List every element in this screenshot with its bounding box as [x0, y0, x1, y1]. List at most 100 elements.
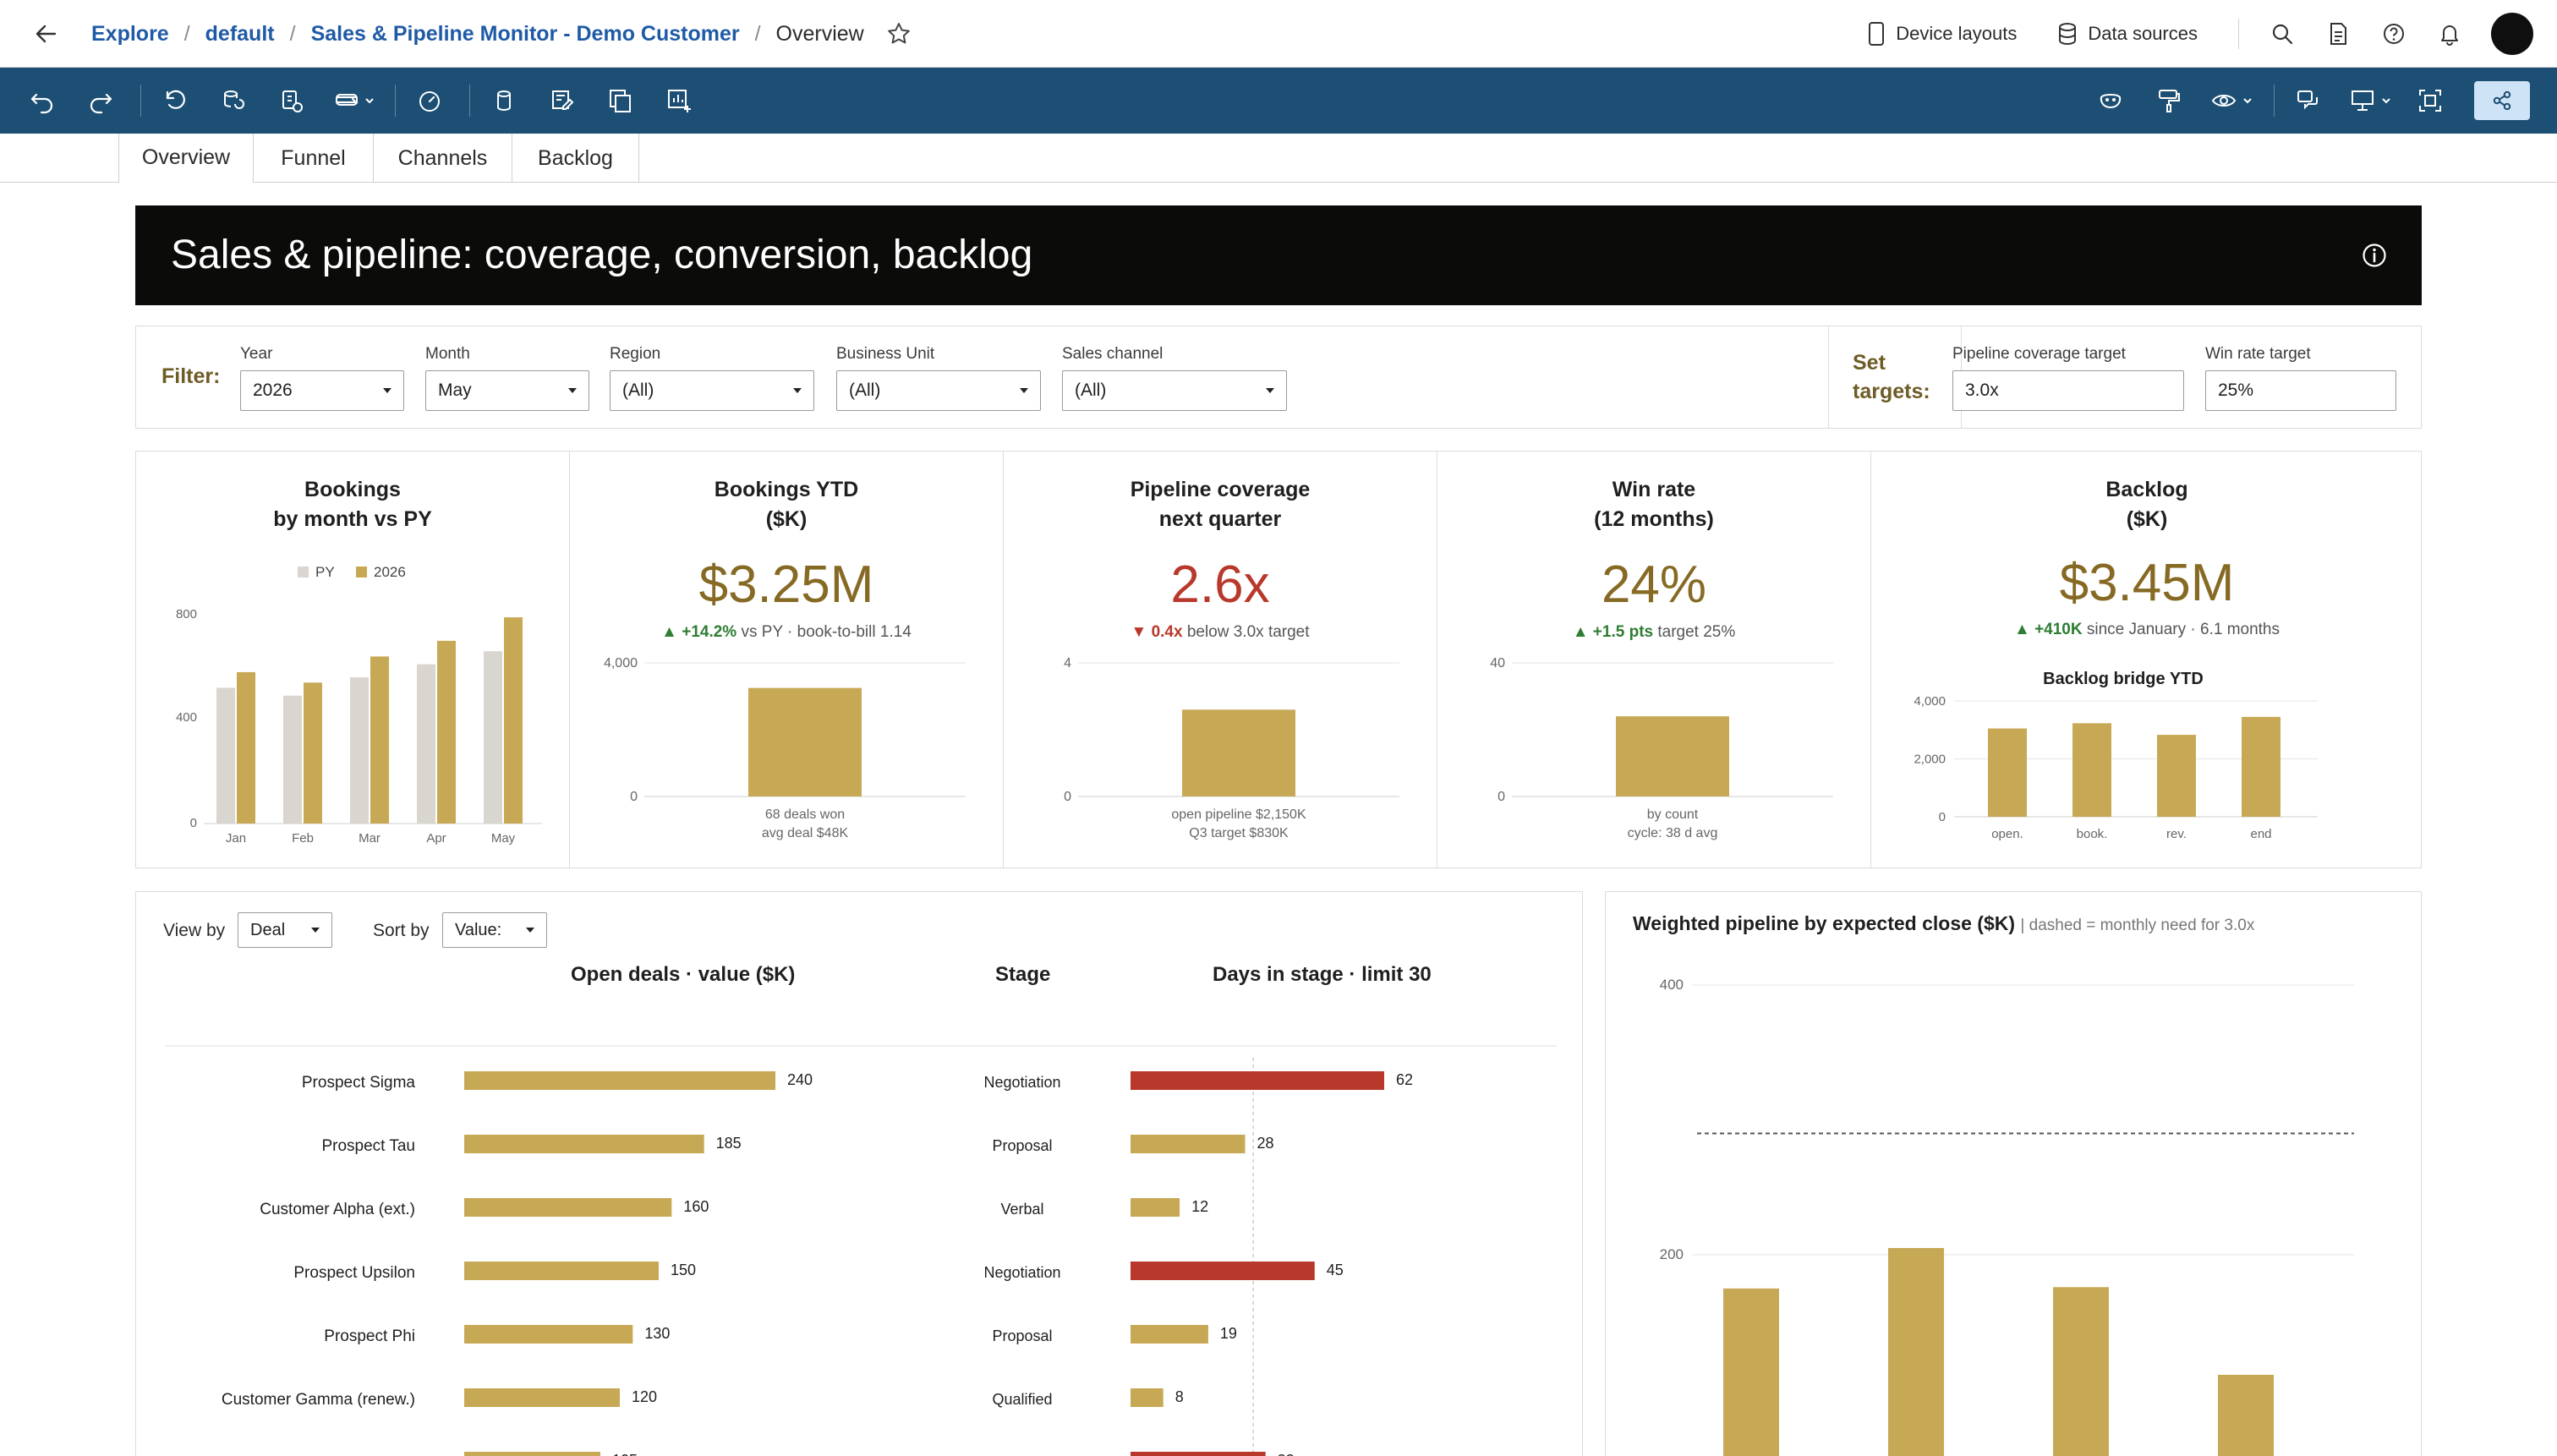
region-select[interactable]: (All) — [610, 370, 814, 411]
device-layouts-button[interactable]: Device layouts — [1867, 21, 2017, 47]
backlog-bar-open[interactable] — [1988, 728, 2027, 817]
deal-value-bar[interactable] — [464, 1325, 633, 1344]
deal-value-bar[interactable] — [464, 1198, 672, 1217]
deal-value-label: 150 — [671, 1262, 696, 1278]
kpi-title: Win rate (12 months) — [1437, 475, 1870, 534]
refresh-data-icon[interactable] — [216, 84, 250, 118]
tab-backlog[interactable]: Backlog — [512, 134, 639, 183]
kpi-bar[interactable] — [1182, 709, 1295, 796]
pause-updates-icon[interactable] — [275, 84, 309, 118]
revert-icon[interactable] — [158, 84, 192, 118]
help-icon[interactable] — [2379, 19, 2408, 48]
kpi-bar[interactable] — [1616, 716, 1729, 796]
deal-value-bar[interactable] — [464, 1135, 704, 1153]
kpi-title-line: (12 months) — [1594, 507, 1714, 531]
sheet-tabs: Overview Funnel Channels Backlog — [0, 134, 2557, 183]
format-paint-icon[interactable] — [2152, 84, 2186, 118]
tab-funnel[interactable]: Funnel — [254, 134, 374, 183]
month-select[interactable]: May — [425, 370, 589, 411]
mask-icon[interactable] — [2094, 84, 2127, 118]
days-in-stage-bar[interactable] — [1131, 1071, 1384, 1090]
bar-py-apr[interactable] — [417, 664, 435, 824]
sort-by-select[interactable]: Value: — [442, 912, 547, 948]
weighted-bar[interactable] — [1723, 1288, 1779, 1456]
deal-value-bar[interactable] — [464, 1071, 775, 1090]
bar-py-feb[interactable] — [283, 695, 302, 824]
tab-channels[interactable]: Channels — [374, 134, 512, 183]
sales-channel-select[interactable]: (All) — [1062, 370, 1287, 411]
days-in-stage-bar[interactable] — [1131, 1388, 1164, 1407]
sales-channel-value: (All) — [1075, 380, 1107, 400]
backlog-bar-rev[interactable] — [2157, 735, 2196, 817]
backlog-bar-end[interactable] — [2242, 716, 2280, 817]
sort-by-value: Value: — [455, 920, 502, 939]
bar-2026-jan[interactable] — [237, 671, 255, 824]
bar-py-jan[interactable] — [216, 687, 235, 824]
info-icon[interactable] — [2361, 242, 2388, 269]
pipeline-target-input[interactable]: 3.0x — [1952, 370, 2184, 411]
show-hide-dropdown-icon[interactable] — [2209, 84, 2259, 118]
backlog-bar-book[interactable] — [2072, 723, 2111, 817]
view-by-select[interactable]: Deal — [238, 912, 332, 948]
star-icon[interactable] — [886, 19, 915, 48]
chevron-down-icon — [526, 928, 534, 933]
presentation-dropdown-icon[interactable] — [2347, 84, 2398, 118]
days-in-stage-bar[interactable] — [1131, 1325, 1208, 1344]
breadcrumb-separator: / — [754, 21, 761, 46]
duplicate-sheet-icon[interactable] — [604, 84, 638, 118]
column-header-days: Days in stage · limit 30 — [1213, 963, 1432, 986]
redo-icon[interactable] — [84, 84, 118, 118]
tab-overview[interactable]: Overview — [118, 134, 254, 183]
data-sources-button[interactable]: Data sources — [2057, 22, 2198, 46]
comments-icon[interactable] — [2291, 84, 2325, 118]
deal-value-bar[interactable] — [464, 1452, 600, 1456]
filter-caption: Region — [610, 345, 661, 363]
swap-dropdown-icon[interactable] — [332, 84, 380, 118]
weighted-bar[interactable] — [1888, 1248, 1944, 1456]
new-data-source-icon[interactable] — [487, 84, 521, 118]
kpi-bar[interactable] — [748, 687, 862, 796]
y-tick-label: 0 — [190, 816, 197, 830]
bar-2026-feb[interactable] — [304, 682, 322, 824]
weighted-bar[interactable] — [2053, 1287, 2109, 1456]
avatar[interactable] — [2491, 13, 2533, 55]
winrate-target-input[interactable]: 25% — [2205, 370, 2396, 411]
bar-py-mar[interactable] — [350, 677, 369, 824]
days-in-stage-bar[interactable] — [1131, 1262, 1315, 1280]
bar-py-may[interactable] — [484, 651, 502, 824]
days-in-stage-bar[interactable] — [1131, 1135, 1246, 1153]
search-icon[interactable] — [2268, 19, 2297, 48]
year-select[interactable]: 2026 — [240, 370, 404, 411]
breadcrumb-default[interactable]: default — [205, 21, 275, 46]
days-in-stage-bar[interactable] — [1131, 1452, 1266, 1456]
deal-value-bar[interactable] — [464, 1262, 659, 1280]
document-icon[interactable] — [2324, 19, 2352, 48]
bar-2026-mar[interactable] — [370, 656, 389, 824]
back-arrow-icon[interactable] — [29, 17, 63, 51]
performance-icon[interactable] — [413, 84, 446, 118]
deal-value-bar[interactable] — [464, 1388, 620, 1407]
kpi-delta: ▼ 0.4x below 3.0x target — [1004, 623, 1437, 642]
business-unit-select[interactable]: (All) — [836, 370, 1041, 411]
new-worksheet-icon[interactable] — [545, 84, 579, 118]
y-tick-label: 2,000 — [1914, 753, 1946, 767]
new-dashboard-icon[interactable] — [662, 84, 696, 118]
undo-icon[interactable] — [25, 84, 59, 118]
bell-icon[interactable] — [2435, 19, 2464, 48]
share-button[interactable] — [2474, 81, 2530, 120]
deal-value-label: 160 — [683, 1198, 709, 1215]
deal-name: Prospect Phi — [324, 1327, 415, 1345]
filter-year: Year 2026 — [240, 345, 404, 411]
bar-2026-may[interactable] — [504, 617, 523, 824]
breadcrumb-explore[interactable]: Explore — [91, 21, 169, 46]
kpi-bookings-ytd: Bookings YTD ($K) $3.25M ▲ +14.2% vs PY … — [570, 452, 1004, 868]
backlog-bridge-subtitle: Backlog bridge YTD — [2043, 670, 2204, 688]
days-in-stage-bar[interactable] — [1131, 1198, 1180, 1217]
deal-name: Prospect Upsilon — [293, 1264, 415, 1282]
deal-value-label: 120 — [632, 1388, 657, 1405]
breadcrumb-workbook[interactable]: Sales & Pipeline Monitor - Demo Customer — [310, 21, 740, 46]
bar-2026-apr[interactable] — [437, 640, 456, 824]
top-bar: Explore / default / Sales & Pipeline Mon… — [0, 0, 2557, 68]
weighted-bar[interactable] — [2218, 1374, 2274, 1456]
fullscreen-icon[interactable] — [2413, 84, 2447, 118]
